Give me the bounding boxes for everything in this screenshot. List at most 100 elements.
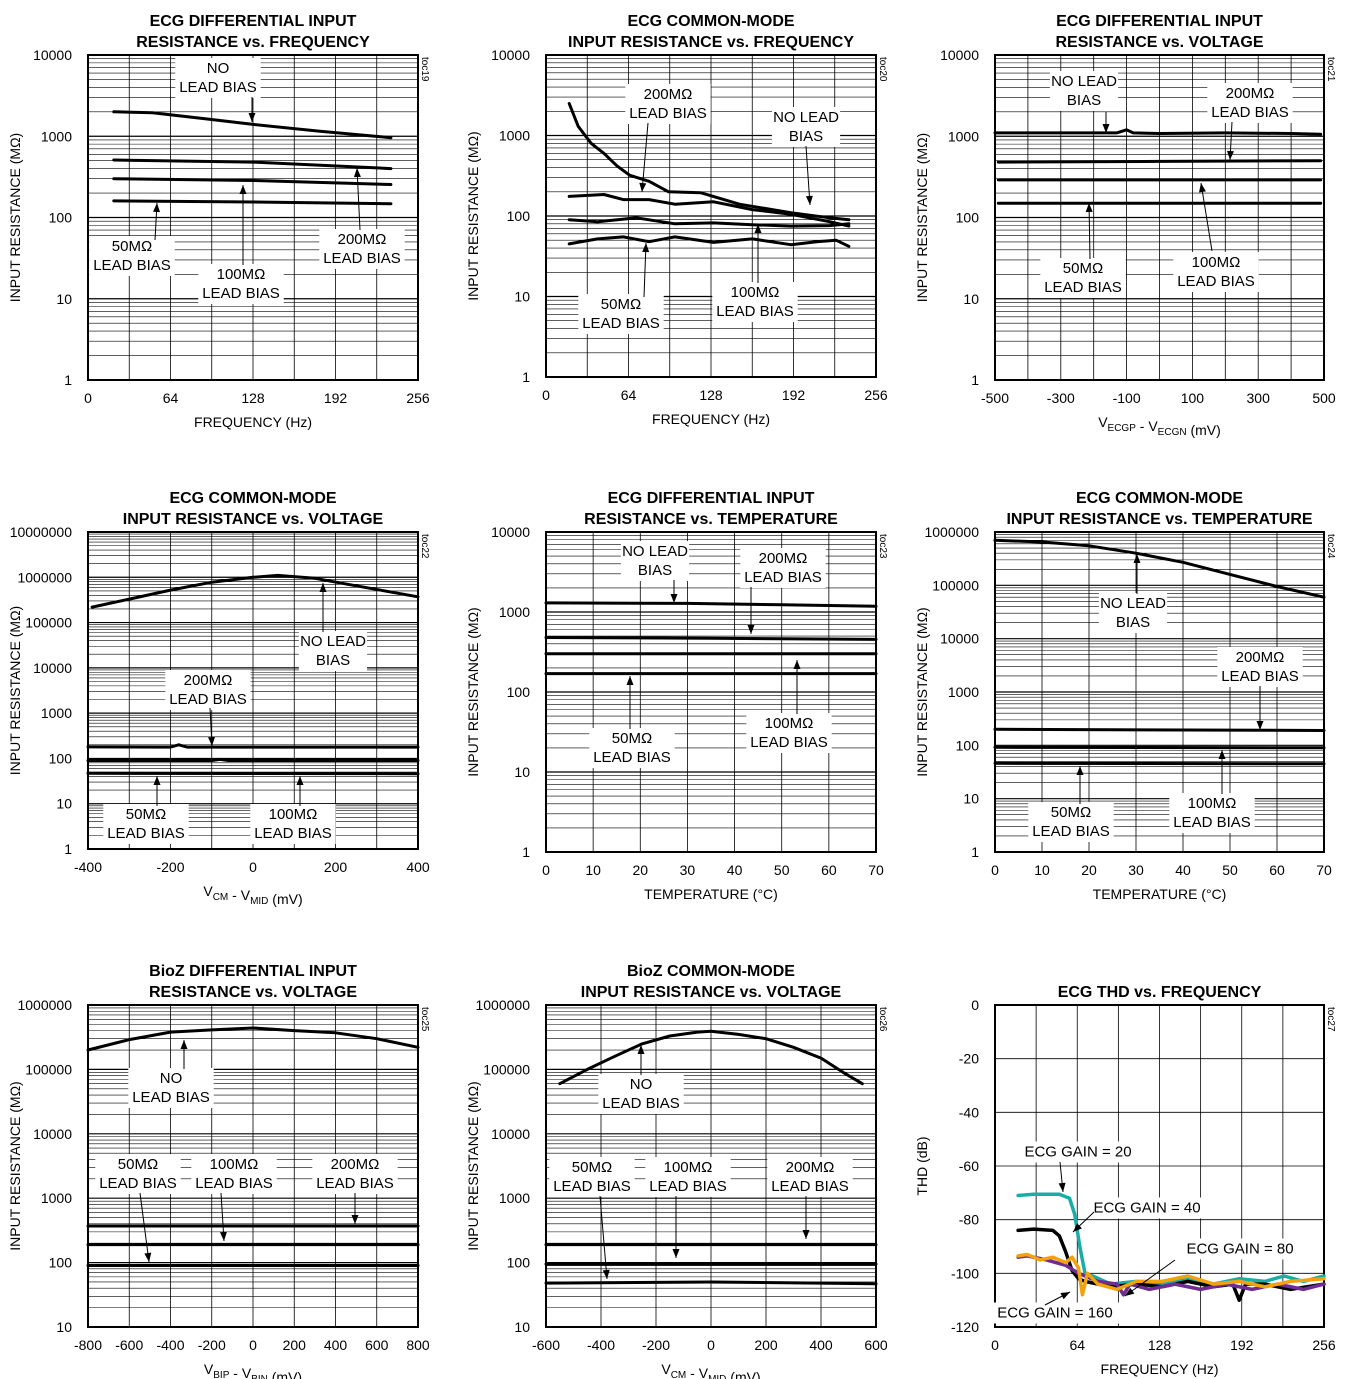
- x-tick-label: -600: [115, 1337, 143, 1353]
- label-backdrop: [312, 1154, 398, 1194]
- x-tick-label: 0: [991, 1337, 999, 1353]
- arrowhead: [248, 113, 256, 122]
- label-backdrop: [549, 1157, 635, 1197]
- annotation-text: LEAD BIAS: [553, 1178, 631, 1195]
- series-line-2: [996, 159, 1323, 164]
- label-backdrop: [645, 1157, 731, 1197]
- y-tick-label: 100: [956, 737, 980, 753]
- annotation-text: LEAD BIAS: [132, 1089, 210, 1106]
- y-axis-label: INPUT RESISTANCE (MΩ): [7, 606, 23, 775]
- leader-line: [1200, 182, 1213, 252]
- label-backdrop: [250, 804, 336, 844]
- figure-tag: toc22: [419, 534, 430, 559]
- chart-title: ECG COMMON-MODE: [1076, 490, 1243, 507]
- y-axis-label: INPUT RESISTANCE (MΩ): [914, 133, 930, 302]
- annotation: ECG GAIN = 160: [990, 1291, 1120, 1324]
- y-tick-label: 100: [49, 1255, 73, 1271]
- label-backdrop: [165, 670, 251, 710]
- figure-tag: toc26: [877, 1007, 888, 1032]
- annotation-text: 200MΩ: [759, 550, 808, 567]
- y-tick-label: 10000000: [10, 524, 73, 540]
- x-tick-label: 0: [542, 387, 550, 403]
- annotation-text: LEAD BIAS: [99, 1175, 177, 1192]
- y-tick-label: 10000: [491, 47, 530, 63]
- annotation: 100MΩ LEAD BIAS: [746, 660, 832, 753]
- annotation-text: 100MΩ: [765, 715, 814, 732]
- annotation-text: 50MΩ: [612, 730, 652, 747]
- x-tick-label: 64: [621, 387, 637, 403]
- annotation-text: LEAD BIAS: [1044, 279, 1122, 296]
- leader-line: [139, 1192, 150, 1263]
- x-tick-label: -200: [642, 1337, 670, 1353]
- arrowhead: [1102, 124, 1110, 133]
- arrowhead: [319, 583, 327, 592]
- annotation: 50MΩ LEAD BIAS: [549, 1157, 635, 1280]
- arrowhead: [802, 1230, 810, 1239]
- y-tick-label: 1000: [499, 1190, 530, 1206]
- series-line-3: [86, 757, 420, 762]
- x-tick-label: 64: [163, 390, 179, 406]
- annotation-text: BIAS: [1116, 614, 1150, 631]
- annotation: ECG GAIN = 40: [1072, 1197, 1207, 1233]
- annotation-text: LEAD BIAS: [582, 315, 660, 332]
- plot-frame: [87, 531, 419, 850]
- arrowhead: [1256, 721, 1264, 730]
- series-line-4: [567, 235, 851, 248]
- y-tick-label: 100000: [932, 577, 979, 593]
- y-axis-label: INPUT RESISTANCE (MΩ): [914, 607, 930, 776]
- plot-frame: [87, 1004, 419, 1328]
- y-tick-label: 1000: [41, 128, 72, 144]
- annotation-text: 50MΩ: [126, 806, 166, 823]
- annotation-text: ECG GAIN = 20: [1024, 1144, 1131, 1161]
- x-tick-label: 0: [991, 862, 999, 878]
- figure-tag: toc25: [419, 1007, 430, 1032]
- annotation-text: LEAD BIAS: [1211, 104, 1289, 121]
- y-tick-label: 100: [507, 1255, 531, 1271]
- x-tick-label: 0: [707, 1337, 715, 1353]
- leader-line: [1124, 1259, 1176, 1297]
- chart-title: ECG DIFFERENTIAL INPUT: [150, 13, 357, 30]
- x-tick-label: 60: [1269, 862, 1285, 878]
- y-tick-label: 100: [507, 208, 531, 224]
- figure-tag: toc21: [1325, 57, 1336, 82]
- annotation-text: 200MΩ: [644, 86, 693, 103]
- y-tick-label: 1000: [948, 684, 979, 700]
- leader-line: [356, 167, 361, 231]
- chart-toc26: BioZ COMMON-MODE INPUT RESISTANCE vs. VOL…: [465, 963, 888, 1379]
- x-tick-label: 600: [864, 1337, 888, 1353]
- annotation: 200MΩ LEAD BIAS: [1217, 647, 1303, 730]
- annotation-text: LEAD BIAS: [195, 1175, 273, 1192]
- annotation-text: LEAD BIAS: [323, 250, 401, 267]
- x-tick-label: 400: [406, 859, 430, 875]
- annotation: 200MΩ LEAD BIAS: [319, 167, 405, 269]
- annotation: 100MΩ LEAD BIAS: [1169, 750, 1255, 833]
- plot-frame: [87, 54, 419, 381]
- x-tick-label: 64: [1069, 1337, 1085, 1353]
- annotation: 50MΩ LEAD BIAS: [1028, 766, 1114, 842]
- arrowhead: [639, 182, 647, 192]
- x-tick-label: 500: [1312, 390, 1336, 406]
- annotation-text: LEAD BIAS: [1032, 823, 1110, 840]
- x-axis-label: FREQUENCY (Hz): [194, 414, 312, 430]
- chart-title: INPUT RESISTANCE vs. VOLTAGE: [123, 511, 384, 528]
- arrowhead: [626, 676, 634, 685]
- annotation: 200MΩ LEAD BIAS: [165, 670, 251, 747]
- y-axis-label: INPUT RESISTANCE (MΩ): [7, 1081, 23, 1250]
- annotation-text: 100MΩ: [210, 1156, 259, 1173]
- y-tick-label: 100: [956, 210, 980, 226]
- label-backdrop: [1180, 1238, 1300, 1260]
- y-tick-label: 100000: [25, 1061, 72, 1077]
- y-tick-label: 1: [971, 372, 979, 388]
- arrowhead: [296, 776, 304, 785]
- x-tick-label: 0: [84, 390, 92, 406]
- annotation-text: NO: [630, 1076, 653, 1093]
- arrowhead: [1226, 150, 1234, 160]
- annotation-text: LEAD BIAS: [771, 1178, 849, 1195]
- annotation-text: LEAD BIAS: [169, 691, 247, 708]
- label-backdrop: [1098, 593, 1168, 633]
- x-tick-label: 200: [283, 1337, 307, 1353]
- chart-title: ECG DIFFERENTIAL INPUT: [608, 490, 815, 507]
- x-tick-label: 128: [1148, 1337, 1172, 1353]
- label-backdrop: [771, 107, 841, 147]
- leader-line: [643, 242, 647, 298]
